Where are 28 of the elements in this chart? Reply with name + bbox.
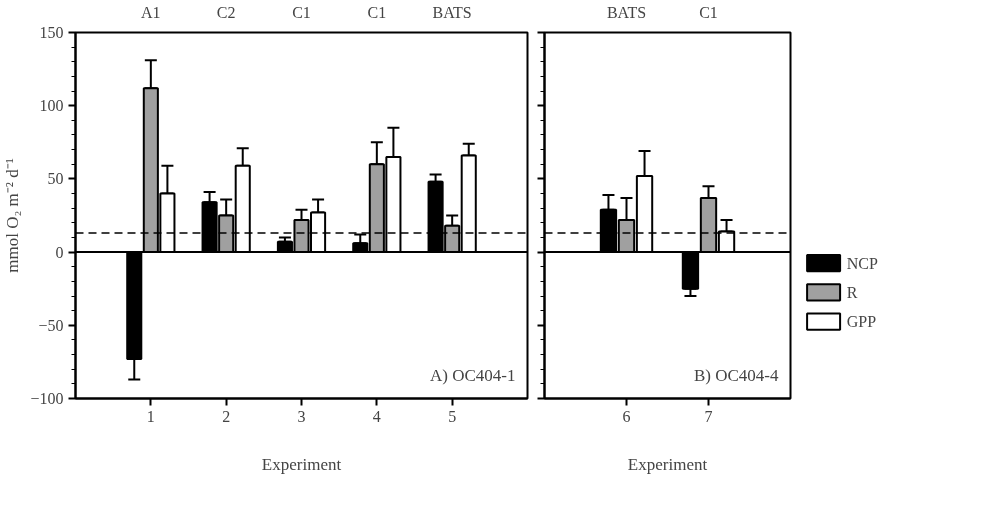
text: BATS bbox=[432, 3, 472, 21]
text: A1 bbox=[141, 3, 161, 21]
text: C1 bbox=[292, 3, 311, 21]
x-tick-label: 3 bbox=[297, 407, 306, 425]
y-tick-label: 50 bbox=[47, 170, 64, 188]
text: C1 bbox=[699, 3, 718, 21]
x-tick-label: 6 bbox=[622, 407, 631, 425]
x-tick-label: 1 bbox=[146, 407, 155, 425]
x-tick-label: 2 bbox=[222, 407, 231, 425]
y-tick-label: −100 bbox=[30, 390, 64, 407]
y-tick-label: 150 bbox=[39, 24, 64, 41]
y-tick-label: 0 bbox=[55, 243, 64, 261]
x-tick-label: 5 bbox=[448, 407, 457, 425]
x-axis-title: Experiment bbox=[261, 454, 342, 474]
text: BATS bbox=[606, 3, 647, 21]
annotation: B) OC404-4 bbox=[693, 365, 779, 385]
legend-label: GPP bbox=[846, 313, 877, 331]
annotation: A) OC404-1 bbox=[430, 365, 516, 385]
legend-label: R bbox=[846, 283, 858, 301]
x-axis-title: Experiment bbox=[627, 454, 708, 474]
text: C2 bbox=[216, 3, 236, 21]
y-axis-title: mmol O₂ m⁻² d⁻¹ bbox=[3, 158, 23, 273]
legend-label: NCP bbox=[846, 254, 878, 272]
x-tick-label: 4 bbox=[372, 407, 381, 425]
y-tick-label: −50 bbox=[38, 316, 64, 334]
y-tick-label: 100 bbox=[39, 97, 64, 115]
text: C1 bbox=[367, 3, 387, 21]
x-tick-label: 7 bbox=[704, 407, 713, 425]
